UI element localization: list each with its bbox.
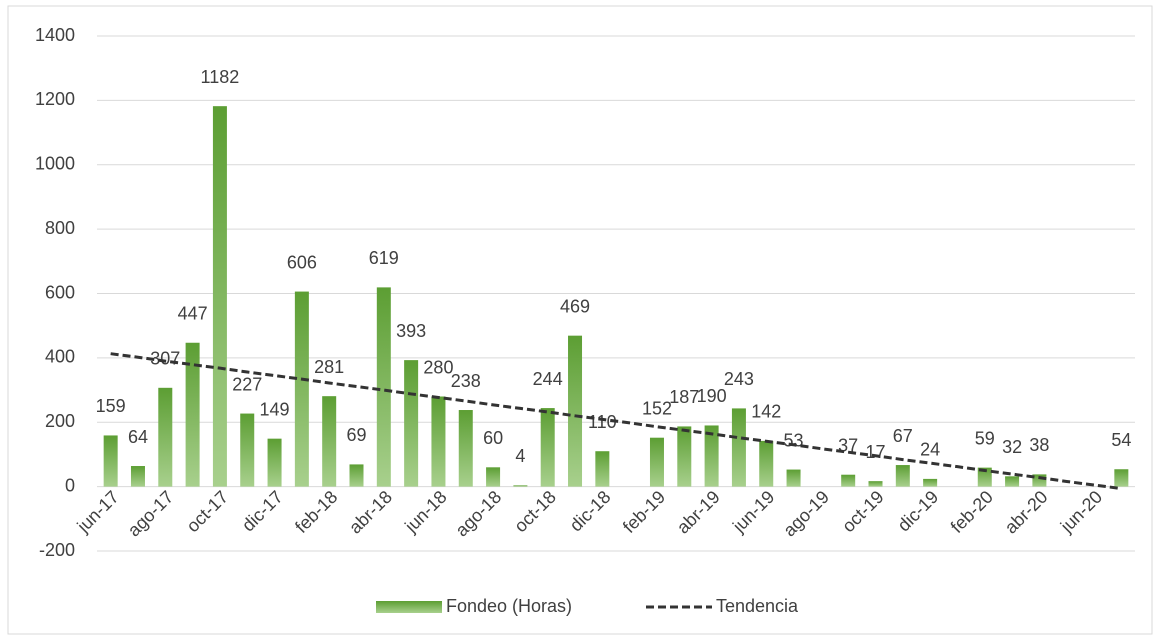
trend-line: [110, 352, 1122, 491]
bar: [923, 478, 938, 487]
data-label: 619: [369, 248, 399, 268]
x-tick-label: feb-20: [947, 487, 997, 537]
x-tick-label: ago-17: [124, 487, 178, 541]
bar: [895, 465, 910, 487]
data-label: 110: [588, 412, 617, 432]
x-tick-label: abr-20: [1001, 487, 1052, 538]
data-label: 243: [724, 369, 754, 389]
data-label: 447: [178, 303, 208, 323]
x-tick-label: oct-17: [183, 487, 233, 537]
data-label: 60: [483, 428, 503, 448]
data-label: 142: [751, 402, 781, 422]
data-label: 152: [642, 398, 672, 418]
y-tick-label: 600: [45, 282, 75, 302]
data-label: 238: [451, 371, 481, 391]
bar: [240, 413, 255, 487]
data-label: 606: [287, 252, 317, 272]
y-tick-label: 400: [45, 347, 75, 367]
bar: [704, 425, 719, 487]
bar: [649, 437, 664, 487]
data-label: 187: [669, 387, 699, 407]
legend-swatch: [376, 601, 442, 613]
data-label: 190: [697, 386, 727, 406]
y-tick-label: 1000: [35, 154, 75, 174]
data-label: 280: [423, 357, 453, 377]
bar: [977, 467, 992, 487]
data-label: 59: [975, 428, 995, 448]
data-label: 64: [128, 427, 148, 447]
x-tick-label: abr-18: [345, 487, 396, 538]
bar: [185, 342, 200, 487]
data-label: 469: [560, 296, 590, 316]
y-tick-label: 1400: [35, 25, 75, 45]
data-label: 38: [1029, 435, 1049, 455]
data-label: 1182: [201, 67, 240, 87]
bar: [759, 440, 774, 487]
y-tick-label: 1200: [35, 89, 75, 109]
bar: [322, 396, 337, 487]
x-tick-label: dic-19: [894, 487, 943, 536]
legend-label: Fondeo (Horas): [446, 596, 572, 616]
data-label: 67: [893, 426, 913, 446]
x-tick-label: jun-19: [728, 487, 778, 537]
data-label: 53: [784, 430, 804, 450]
bar: [595, 451, 610, 487]
bar: [677, 426, 692, 487]
data-label: 32: [1002, 437, 1022, 457]
x-tick-label: dic-17: [238, 487, 287, 536]
data-label: 17: [865, 442, 885, 462]
x-tick-label: jun-18: [400, 487, 450, 537]
data-label: 24: [920, 440, 940, 460]
y-tick-label: 800: [45, 218, 75, 238]
x-tick-label: abr-19: [673, 487, 724, 538]
x-tick-label: jun-20: [1056, 487, 1106, 537]
bar: [376, 287, 391, 487]
legend-label: Tendencia: [716, 596, 799, 616]
bar: [404, 360, 419, 487]
x-tick-label: jun-17: [73, 487, 123, 537]
x-tick-label: ago-19: [779, 487, 833, 541]
y-tick-label: 0: [65, 475, 75, 495]
data-label: 281: [314, 357, 344, 377]
bar: [568, 335, 583, 487]
x-tick-label: oct-18: [510, 487, 560, 537]
bar: [1114, 469, 1129, 487]
y-tick-label: -200: [39, 540, 75, 560]
data-label: 4: [515, 446, 525, 466]
bar: [786, 469, 801, 487]
data-label: 307: [150, 349, 180, 369]
data-label: 393: [396, 321, 426, 341]
bar: [294, 291, 309, 487]
y-tick-label: 200: [45, 411, 75, 431]
data-label: 159: [96, 396, 126, 416]
data-label: 149: [260, 399, 290, 419]
bar: [731, 408, 746, 487]
x-tick-label: ago-18: [451, 487, 505, 541]
data-label: 69: [346, 425, 366, 445]
bar: [540, 408, 555, 487]
bar: [841, 474, 856, 487]
bar: [212, 106, 227, 487]
data-label: 54: [1111, 430, 1131, 450]
data-label: 227: [232, 374, 262, 394]
bar: [130, 466, 145, 487]
data-label: 244: [533, 369, 563, 389]
chart-border: [7, 5, 1153, 635]
x-tick-label: oct-19: [838, 487, 888, 537]
bar: [868, 481, 883, 487]
bar: [103, 435, 118, 487]
x-tick-label: feb-18: [291, 487, 341, 537]
bar: [431, 396, 446, 487]
bar: [458, 410, 473, 487]
bar: [1005, 476, 1020, 487]
bar: [513, 485, 528, 487]
bar: [267, 438, 282, 487]
x-tick-label: feb-19: [619, 487, 669, 537]
bar: [349, 464, 364, 487]
x-tick-label: dic-18: [566, 487, 615, 536]
bar: [486, 467, 501, 487]
bar: [158, 387, 173, 487]
